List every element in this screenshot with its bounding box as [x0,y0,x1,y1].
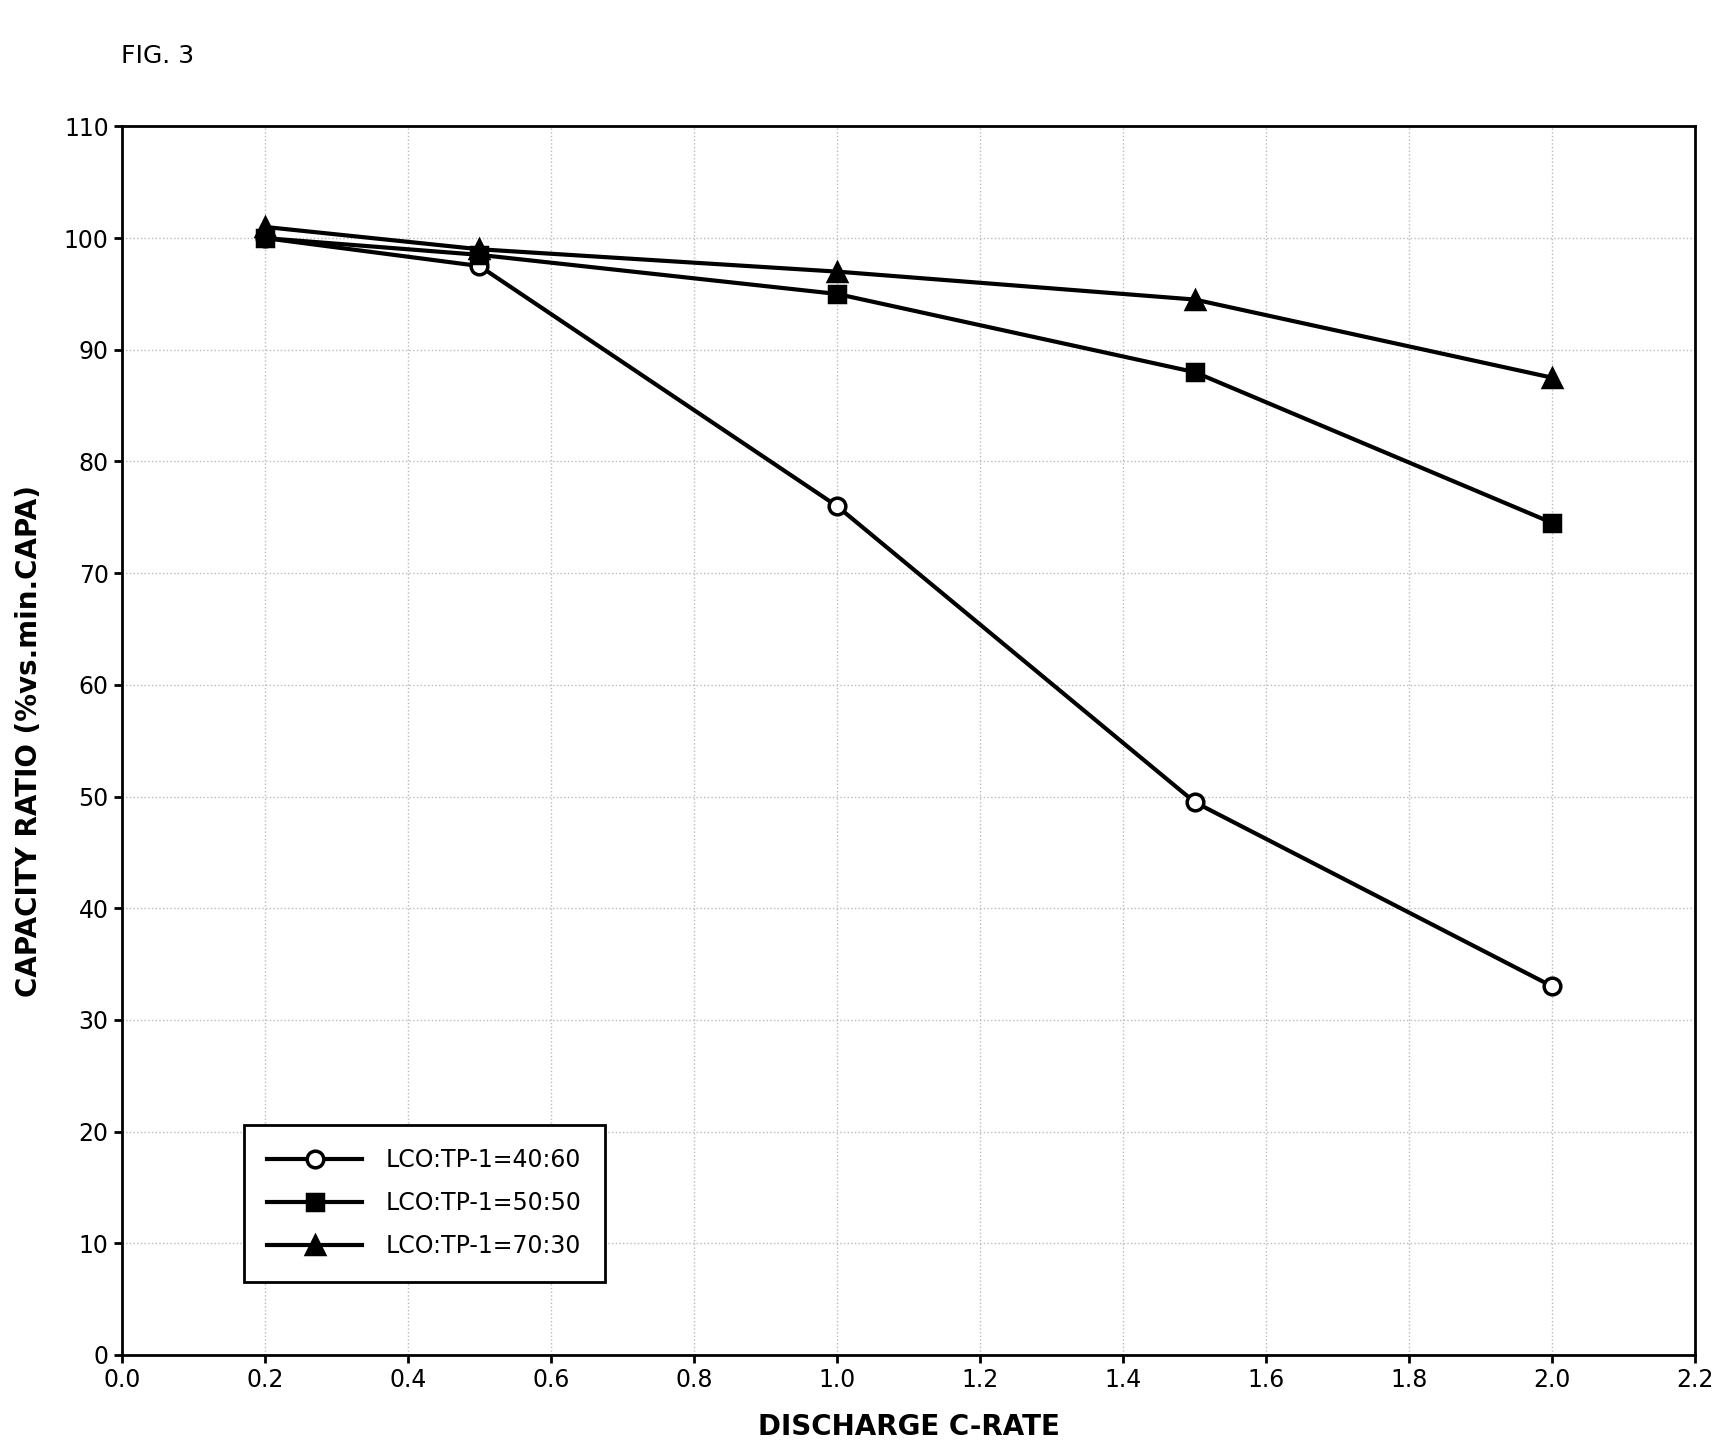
LCO:TP-1=40:60 [1184,794,1205,811]
LCO:TP-1=50:50 [254,230,275,248]
LCO:TP-1=50:50 [1184,364,1205,381]
Line: LCO:TP-1=40:60: LCO:TP-1=40:60 [256,230,1561,994]
Legend: LCO:TP-1=40:60, LCO:TP-1=50:50, LCO:TP-1=70:30: LCO:TP-1=40:60, LCO:TP-1=50:50, LCO:TP-1… [244,1124,605,1281]
LCO:TP-1=70:30 [1184,291,1205,309]
LCO:TP-1=40:60 [254,230,275,248]
Line: LCO:TP-1=70:30: LCO:TP-1=70:30 [256,218,1561,387]
LCO:TP-1=40:60 [1542,977,1563,994]
LCO:TP-1=40:60 [826,498,847,515]
LCO:TP-1=70:30 [469,240,489,258]
Line: LCO:TP-1=50:50: LCO:TP-1=50:50 [256,230,1561,531]
LCO:TP-1=50:50 [1542,514,1563,531]
LCO:TP-1=70:30 [826,264,847,281]
LCO:TP-1=70:30 [1542,368,1563,386]
Y-axis label: CAPACITY RATIO (%vs.min.CAPA): CAPACITY RATIO (%vs.min.CAPA) [16,485,43,997]
LCO:TP-1=50:50 [469,246,489,264]
LCO:TP-1=40:60 [469,258,489,275]
LCO:TP-1=50:50 [826,285,847,303]
Text: FIG. 3: FIG. 3 [121,44,194,67]
X-axis label: DISCHARGE C-RATE: DISCHARGE C-RATE [757,1412,1060,1441]
LCO:TP-1=70:30 [254,218,275,236]
